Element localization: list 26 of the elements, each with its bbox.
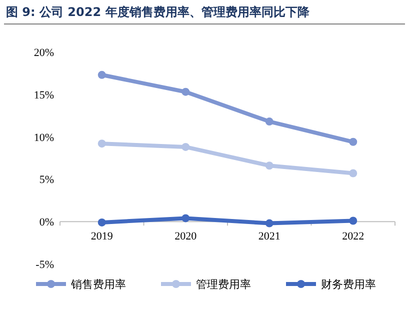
point	[265, 162, 274, 170]
x-tick-label: 2021	[258, 230, 280, 243]
x-tick-label: 2022	[342, 230, 364, 243]
legend-label: 管理费用率	[196, 278, 251, 291]
y-tick-label: 0%	[39, 216, 54, 229]
point	[265, 219, 274, 228]
x-tick-label: 2020	[174, 230, 198, 243]
point	[98, 218, 106, 226]
legend-label: 财务费用率	[321, 278, 376, 291]
point	[349, 138, 358, 146]
point	[182, 214, 190, 222]
point	[265, 118, 274, 126]
point	[98, 140, 106, 148]
y-tick-label: 5%	[39, 174, 54, 186]
y-tick-label: -5%	[36, 259, 54, 271]
legend-label: 销售费用率	[70, 278, 126, 291]
y-tick-label: 15%	[34, 89, 54, 102]
point	[98, 70, 106, 79]
point	[349, 169, 358, 178]
y-tick-label: 20%	[34, 47, 54, 59]
y-tick-label: 10%	[34, 132, 54, 144]
x-tick-label: 2019	[90, 230, 114, 243]
point	[349, 216, 358, 225]
point	[182, 142, 190, 151]
chart-title: 图 9: 公司 2022 年度销售费用率、管理费用率同比下降	[6, 5, 310, 19]
point	[182, 88, 190, 96]
